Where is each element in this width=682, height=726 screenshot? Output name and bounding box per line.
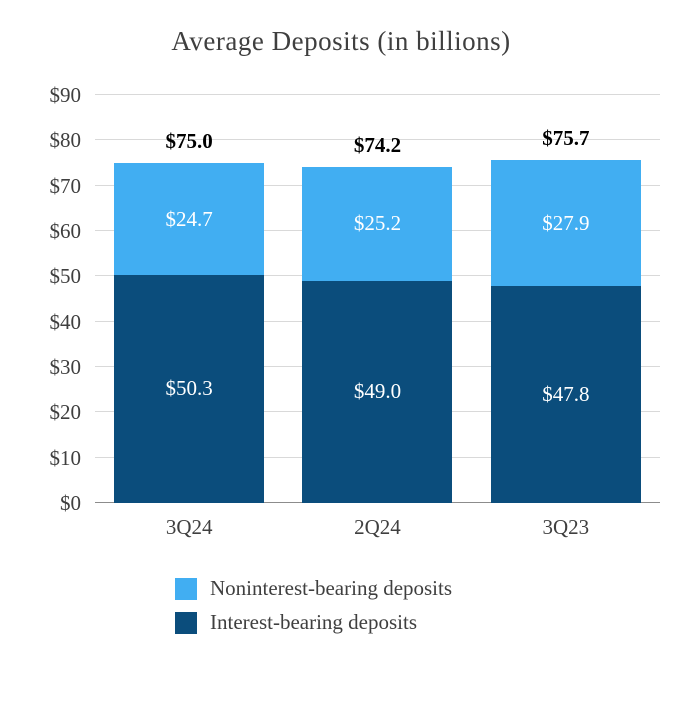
y-tick-label: $30 — [49, 355, 82, 380]
y-tick-label: $60 — [49, 219, 82, 244]
page: Average Deposits (in billions) $0 $10 $20 $… — [0, 26, 682, 726]
y-tick-label: $10 — [49, 445, 82, 470]
legend-label-noninterest: Noninterest-bearing deposits — [210, 576, 453, 600]
x-category-label: 2Q24 — [354, 515, 401, 539]
y-tick-label: $40 — [49, 309, 82, 334]
y-axis: $0 $10 $20 $30 $40 $50 $60 $70 $80 $90 — [20, 83, 95, 515]
y-tick-label: $0 — [60, 491, 81, 515]
segment-interest-bearing: $50.3 — [114, 274, 265, 503]
y-tick-label: $80 — [49, 128, 82, 153]
legend-swatch-interest-icon — [175, 611, 197, 634]
plot-wrap: $75.0 $24.7 $50.3 $74.2 $25.2 $49.0 $75.7 $27.9… — [95, 94, 660, 540]
x-axis-labels: 3Q24 2Q24 3Q23 — [95, 515, 660, 540]
gridline — [95, 139, 660, 141]
bar-3q23: $75.7 $27.9 $47.8 — [490, 95, 641, 503]
segment-interest-bearing: $49.0 — [302, 280, 453, 503]
y-tick-label: $70 — [49, 173, 82, 198]
segment-noninterest-bearing: $24.7 — [114, 163, 265, 275]
segment-noninterest-bearing: $25.2 — [302, 166, 453, 281]
y-tick-label: $20 — [49, 400, 82, 425]
legend-item-noninterest: Noninterest-bearing deposits — [175, 576, 682, 601]
y-tick-label: $50 — [49, 264, 82, 289]
chart-title: Average Deposits (in billions) — [171, 26, 511, 56]
segment-interest-bearing: $47.8 — [490, 286, 641, 503]
bars: $75.0 $24.7 $50.3 $74.2 $25.2 $49.0 $75.7 $27.9… — [95, 95, 660, 503]
bar-3q24: $75.0 $24.7 $50.3 — [114, 95, 265, 503]
gridline — [95, 94, 660, 95]
total-label: $75.0 — [165, 129, 213, 154]
y-tick-label: $90 — [49, 83, 82, 107]
total-label: $75.7 — [542, 125, 590, 150]
plot-area: $75.0 $24.7 $50.3 $74.2 $25.2 $49.0 $75.7 $27.9… — [95, 94, 660, 503]
bar-2q24: $74.2 $25.2 $49.0 — [302, 95, 453, 503]
chart: $0 $10 $20 $30 $40 $50 $60 $70 $80 $90 $75.0 $24.7… — [0, 83, 682, 540]
x-category-label: 3Q23 — [542, 515, 590, 539]
total-label: $74.2 — [353, 132, 402, 157]
legend-swatch-noninterest-icon — [175, 577, 197, 600]
segment-noninterest-bearing: $27.9 — [490, 159, 641, 287]
legend-label-interest: Interest-bearing deposits — [210, 610, 418, 634]
x-category-label: 3Q24 — [165, 515, 213, 539]
legend: Noninterest-bearing deposits Interest-be… — [175, 576, 682, 635]
legend-item-interest: Interest-bearing deposits — [175, 610, 682, 635]
